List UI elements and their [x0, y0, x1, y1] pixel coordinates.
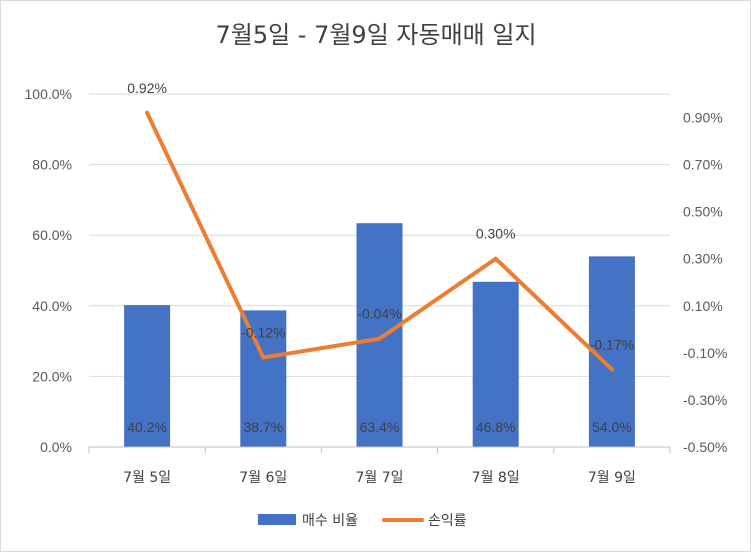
line-data-label: 0.30% — [476, 226, 516, 242]
line-point — [145, 110, 150, 115]
y-right-tick-label: -0.50% — [683, 439, 727, 455]
x-tick-label: 7월 5일 — [123, 470, 171, 486]
data-labels: 40.2% 38.7% 63.4% 46.8% 54.0% 0.92% -0.12% -0.0… — [127, 80, 634, 435]
y-left-tick-label: 100.0% — [25, 86, 72, 102]
x-tick-label: 7월 6일 — [239, 470, 287, 486]
bar-series — [124, 223, 635, 447]
bar-data-label: 46.8% — [476, 419, 516, 435]
y-right-tick-label: -0.10% — [683, 345, 727, 361]
line-point — [609, 367, 614, 372]
bar-data-label: 38.7% — [243, 419, 283, 435]
legend: 매수 비율 손익률 — [258, 513, 467, 529]
x-tick-label: 7월 8일 — [472, 470, 520, 486]
bar-data-label: 63.4% — [360, 419, 400, 435]
y-right-tick-label: 0.10% — [683, 298, 723, 314]
line-data-label: -0.12% — [241, 325, 285, 341]
line-data-label: 0.92% — [127, 80, 167, 96]
y-right-tick-label: -0.30% — [683, 392, 727, 408]
line-point — [377, 336, 382, 341]
y-left-tick-label: 40.0% — [32, 298, 72, 314]
bar — [356, 223, 403, 447]
y-left-tick-label: 0.0% — [40, 439, 72, 455]
x-tick-label: 7월 7일 — [355, 470, 403, 486]
y-left-tick-label: 20.0% — [32, 368, 72, 384]
bar-data-label: 54.0% — [592, 419, 632, 435]
bar — [588, 256, 635, 447]
line-point — [261, 355, 266, 360]
line-data-label: -0.04% — [357, 306, 401, 322]
y-left-tick-label: 80.0% — [32, 157, 72, 173]
line-series — [145, 110, 614, 372]
x-tick-label: 7월 9일 — [588, 470, 636, 486]
legend-swatch-bars — [258, 514, 296, 525]
y-right-tick-label: 0.30% — [683, 251, 723, 267]
axes: 0.0% 20.0% 40.0% 60.0% 80.0% 100.0% -0.50% -0.3… — [25, 86, 728, 486]
y-right-tick-label: 0.90% — [683, 110, 723, 126]
line-data-label: -0.17% — [590, 336, 634, 352]
bar — [472, 281, 519, 447]
y-left-tick-label: 60.0% — [32, 227, 72, 243]
legend-label-bars: 매수 비율 — [302, 513, 358, 529]
bar — [124, 305, 171, 447]
line-point — [493, 256, 498, 261]
bar — [240, 310, 287, 447]
y-right-tick-label: 0.70% — [683, 157, 723, 173]
chart-title: 7월5일 - 7월9일 자동매매 일지 — [215, 21, 536, 49]
bar-data-label: 40.2% — [127, 419, 167, 435]
legend-label-line: 손익률 — [428, 513, 467, 529]
y-right-tick-label: 0.50% — [683, 204, 723, 220]
